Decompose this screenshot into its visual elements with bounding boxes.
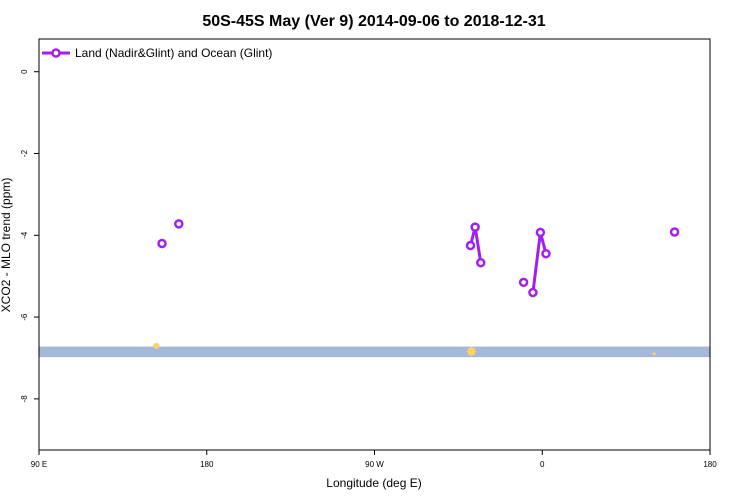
data-point	[669, 227, 680, 237]
legend: Land (Nadir&Glint) and Ocean (Glint)	[42, 46, 272, 60]
data-point	[174, 219, 184, 229]
series-line	[531, 230, 548, 293]
yellow-marker	[153, 342, 160, 349]
band-layer	[39, 346, 710, 358]
x-tick-label: 90 W	[365, 460, 384, 469]
y-tick-label: -2	[20, 149, 29, 157]
data-point	[470, 222, 480, 232]
x-axis-label: Longitude (deg E)	[326, 476, 421, 490]
data-point	[518, 277, 529, 288]
data-point	[535, 227, 546, 238]
x-tick-label: 90 E	[31, 460, 47, 469]
yellow-marker	[652, 352, 656, 356]
y-axis-label: XCO2 - MLO trend (ppm)	[0, 178, 13, 313]
y-tick-label: 0	[20, 69, 29, 74]
legend-marker-swatch	[51, 48, 61, 58]
y-tick-label: -4	[20, 231, 29, 239]
marker-layer	[153, 342, 656, 357]
x-tick-label: 180	[200, 460, 214, 469]
plot-frame	[38, 38, 711, 451]
data-point	[541, 248, 551, 259]
x-tick-label: 0	[540, 460, 545, 469]
data-point	[465, 240, 476, 251]
legend-entry-label: Land (Nadir&Glint) and Ocean (Glint)	[75, 46, 272, 60]
x-axis-ticks: 90 E 180 90 W 0 180	[31, 450, 717, 469]
data-point	[528, 287, 538, 298]
ocean-band	[39, 346, 710, 358]
data-point	[157, 238, 167, 249]
x-tick-label: 180	[703, 460, 717, 469]
y-tick-label: -8	[20, 395, 29, 403]
data-point	[475, 257, 486, 268]
series-layer	[157, 219, 680, 298]
chart-title: 50S-45S May (Ver 9) 2014-09-06 to 2018-1…	[202, 13, 545, 30]
y-axis-ticks: 0 -2 -4 -6 -8	[20, 69, 39, 403]
yellow-marker	[466, 346, 477, 357]
y-tick-label: -6	[20, 313, 29, 321]
